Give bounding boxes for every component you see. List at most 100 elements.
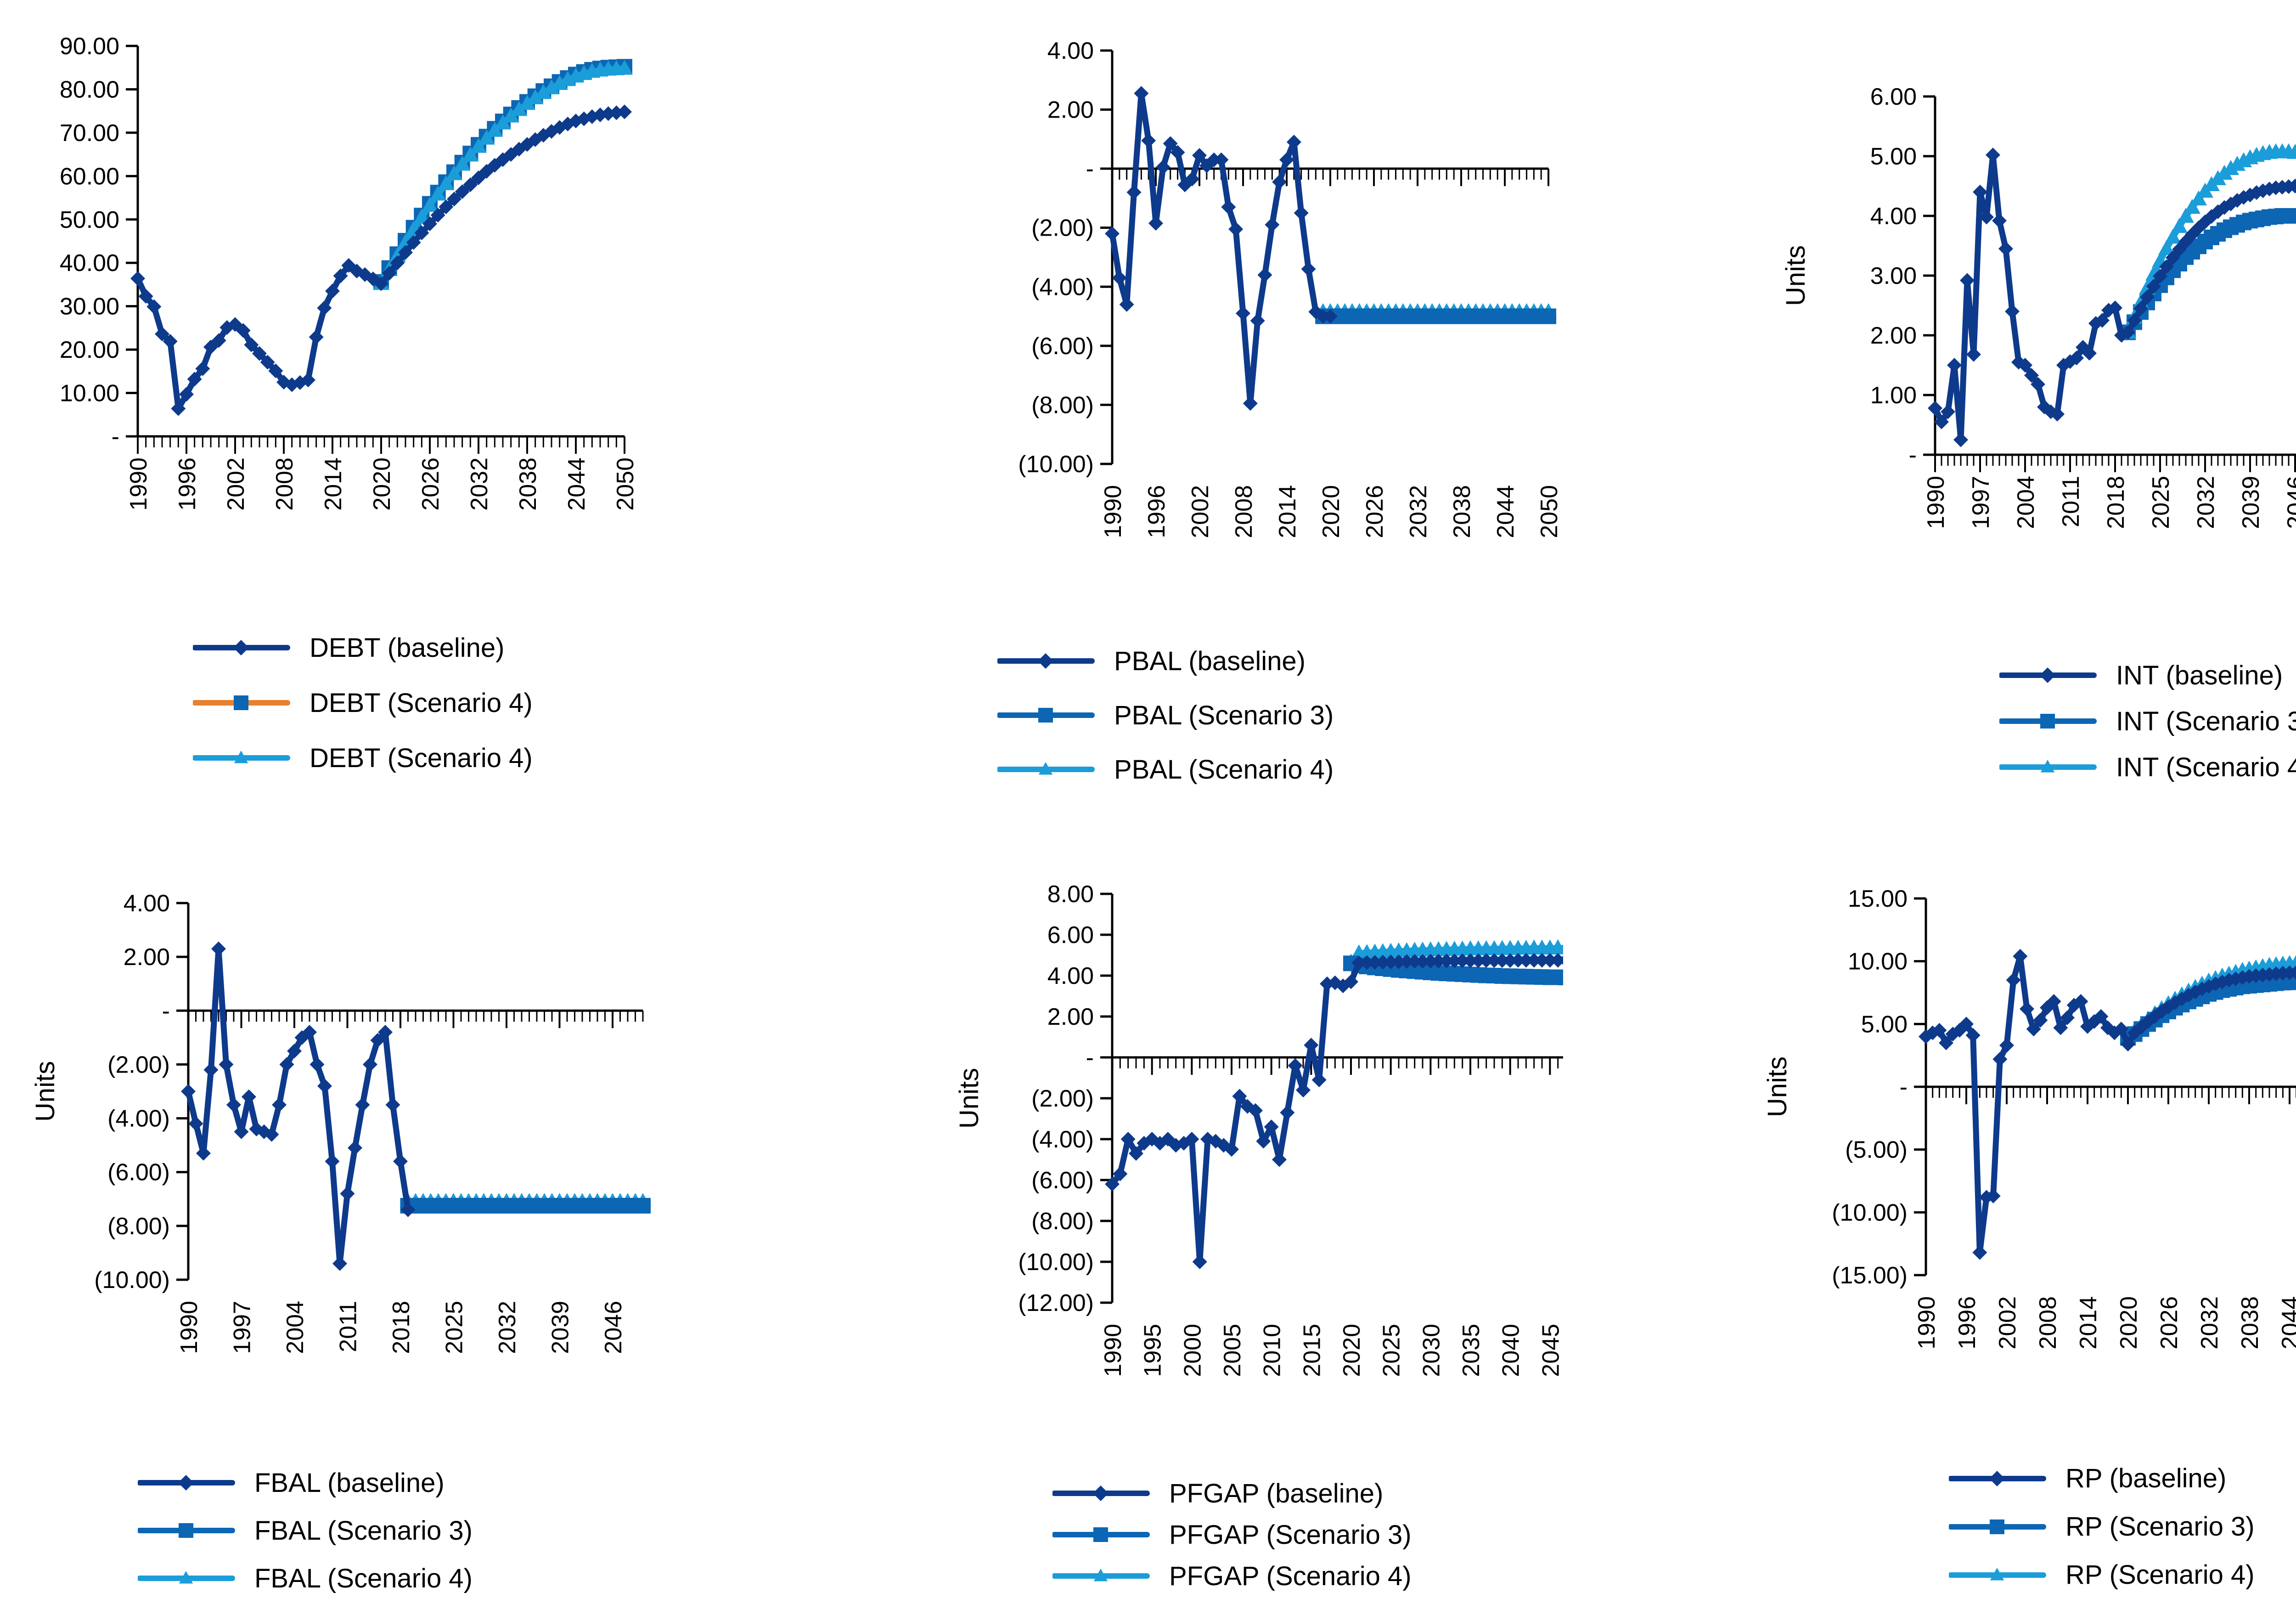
x-tick-label: 2025 (441, 1301, 468, 1354)
square-legend-marker-icon (997, 708, 1095, 723)
y-tick-label: (4.00) (1031, 274, 1094, 300)
legend-label: FBAL (Scenario 3) (254, 1515, 473, 1546)
y-tick-label: (2.00) (1031, 1085, 1094, 1112)
y-axis-title: Units (1781, 245, 1811, 306)
series-rp-0 (1919, 949, 2296, 1260)
legend-item: INT (Scenario 4) (1999, 744, 2296, 790)
diamond-legend-marker-icon (1999, 667, 2097, 683)
y-tick-label: 4.00 (124, 890, 170, 917)
x-tick-label: 1996 (1954, 1296, 1981, 1350)
y-tick-label: 90.00 (60, 33, 119, 60)
square-legend-marker-icon (1949, 1519, 2046, 1534)
x-tick-label: 2026 (2156, 1296, 2183, 1350)
x-tick-label: 1997 (1968, 476, 1994, 529)
legend-label: PFGAP (baseline) (1169, 1478, 1384, 1508)
y-tick-label: (12.00) (1018, 1290, 1094, 1316)
legend-item: RP (Scenario 4) (1949, 1551, 2296, 1599)
legend-item: PBAL (Scenario 3) (997, 688, 1563, 742)
series-pfgap-0 (1105, 953, 1563, 1269)
x-tick-label: 2050 (612, 457, 639, 511)
x-tick-label: 1996 (1143, 485, 1170, 538)
y-tick-label: (10.00) (1832, 1199, 1908, 1226)
x-tick-label: 1996 (174, 457, 201, 511)
triangle-legend-marker-icon (997, 762, 1095, 775)
diamond-legend-marker-icon (138, 1475, 235, 1491)
y-tick-label: 6.00 (1047, 922, 1094, 949)
series-pbal-0 (1105, 86, 1338, 411)
x-tick-label: 2014 (2075, 1296, 2102, 1350)
x-tick-label: 2014 (1274, 485, 1301, 538)
y-axis: 15.00 10.00 5.00 - (5.00) (10.00) (15.00) (1832, 886, 1927, 1289)
triangle-legend-marker-icon (1999, 760, 2097, 773)
fbal-chart-block: 4.00 2.00 - (2.00) (4.00) (6.00) (8.00) (10.00)… (32, 871, 782, 1445)
pbal-chart-block: 4.00 2.00 - (2.00) (4.00) (6.00) (8.00) (10.00)… (974, 18, 1563, 629)
x-tick-label: 2011 (2058, 476, 2084, 527)
rp-chart: 15.00 10.00 5.00 - (5.00) (10.00) (15.00) Units… (1762, 886, 2296, 1350)
legend-item: RP (Scenario 3) (1949, 1502, 2296, 1551)
series-pbal-1 (1315, 308, 1556, 324)
x-tick-label: 2025 (2148, 476, 2174, 529)
y-axis-title: Units (1762, 1056, 1792, 1117)
y-tick-label: 20.00 (60, 337, 119, 363)
y-tick-label: (8.00) (1031, 392, 1094, 418)
pbal-chart: 4.00 2.00 - (2.00) (4.00) (6.00) (8.00) (10.00)… (1018, 38, 1563, 538)
x-tick-label: 2032 (466, 457, 493, 511)
x-tick-label: 2046 (600, 1301, 627, 1354)
series-fbal-0 (181, 941, 416, 1271)
x-tick-label: 2035 (1458, 1324, 1485, 1377)
y-tick-label: (8.00) (107, 1213, 170, 1240)
triangle-legend-marker-icon (1052, 1569, 1150, 1581)
y-tick-label: 4.00 (1047, 38, 1094, 64)
legend-label: PBAL (Scenario 4) (1114, 754, 1334, 785)
series-int-0 (1928, 147, 2296, 447)
series-int-2 (2119, 143, 2296, 339)
cell-pbal: 4.00 2.00 - (2.00) (4.00) (6.00) (8.00) (10.00)… (782, 0, 1563, 802)
x-axis: 1990 1997 2004 2011 2018 2025 2032 2039 2046 (176, 1009, 644, 1354)
y-tick-label: (8.00) (1031, 1208, 1094, 1235)
cell-pfgap: 8.00 6.00 4.00 2.00 - (2.00) (4.00) (6.00) (8.00… (782, 802, 1563, 1604)
y-tick-label: (10.00) (94, 1267, 170, 1293)
x-axis: 1990 1997 2004 2011 2018 2025 2032 2039 2046 (1923, 453, 2296, 529)
y-tick-label: (15.00) (1832, 1262, 1908, 1289)
legend-label: INT (baseline) (2116, 660, 2283, 690)
x-tick-label: 2038 (515, 457, 541, 511)
y-tick-label: (6.00) (1031, 333, 1094, 360)
x-tick-label: 2018 (2103, 476, 2129, 529)
x-tick-label: 2018 (388, 1301, 415, 1354)
x-tick-label: 2030 (1418, 1324, 1445, 1377)
y-tick-label: (10.00) (1018, 1249, 1094, 1276)
x-tick-label: 2000 (1179, 1324, 1206, 1377)
cell-debt: 90.00 80.00 70.00 60.00 50.00 40.00 30.00 20.00… (0, 0, 782, 802)
square-legend-marker-icon (1999, 714, 2097, 729)
y-tick-label: 4.00 (1870, 203, 1917, 230)
y-tick-label: 10.00 (60, 380, 119, 407)
y-axis: 4.00 2.00 - (2.00) (4.00) (6.00) (8.00) (10.00) (1018, 38, 1114, 478)
x-tick-label: 2011 (335, 1301, 362, 1352)
square-legend-marker-icon (1052, 1527, 1150, 1542)
cell-fbal: 4.00 2.00 - (2.00) (4.00) (6.00) (8.00) (10.00)… (0, 802, 782, 1604)
y-tick-label: (6.00) (107, 1159, 170, 1186)
rp-legend: RP (baseline) RP (Scenario 3) RP (Scenario… (1949, 1454, 2296, 1599)
y-tick-label: (2.00) (1031, 215, 1094, 242)
y-tick-label: (6.00) (1031, 1167, 1094, 1194)
y-axis: 4.00 2.00 - (2.00) (4.00) (6.00) (8.00) (10.00) (94, 890, 190, 1293)
y-tick-label: 40.00 (60, 250, 119, 277)
x-tick-label: 2020 (1318, 485, 1345, 538)
x-tick-label: 2020 (1339, 1324, 1365, 1377)
y-tick-label: 2.00 (124, 944, 170, 971)
diamond-legend-marker-icon (1052, 1485, 1150, 1501)
x-tick-label: 2045 (1537, 1324, 1563, 1377)
x-tick-label: 1995 (1140, 1324, 1166, 1377)
triangle-legend-marker-icon (138, 1571, 235, 1584)
series-int-1 (2120, 208, 2296, 340)
legend-item: DEBT (Scenario 4) (193, 730, 782, 785)
cell-rp: 15.00 10.00 5.00 - (5.00) (10.00) (15.00) Units… (1563, 802, 2296, 1604)
y-tick-label: 60.00 (60, 163, 119, 190)
series-pfgap-1 (1343, 955, 1563, 986)
legend-item: DEBT (Scenario 4) (193, 675, 782, 730)
legend-label: FBAL (baseline) (254, 1468, 445, 1498)
y-tick-label: 8.00 (1047, 881, 1094, 908)
legend-label: PBAL (Scenario 3) (1114, 700, 1334, 730)
int-chart: 6.00 5.00 4.00 3.00 2.00 1.00 - Units 1990 1997 20… (1781, 84, 2296, 529)
y-axis-title: Units (956, 1068, 984, 1129)
